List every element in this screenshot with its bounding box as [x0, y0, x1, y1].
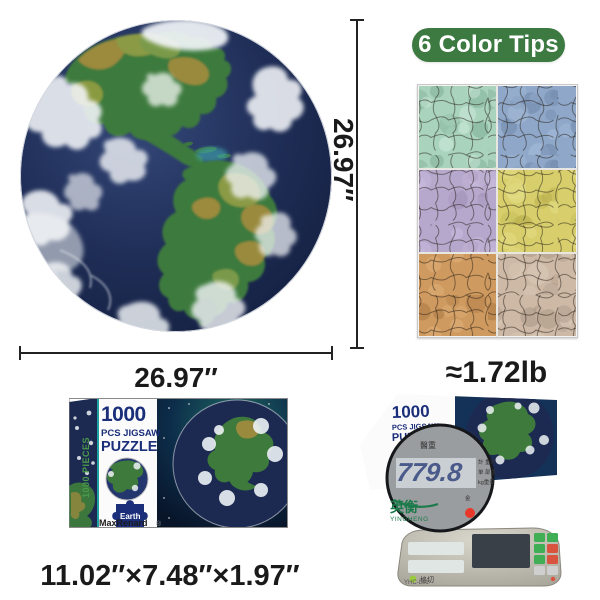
svg-text:YINGHENG: YINGHENG: [390, 516, 429, 523]
svg-text:醫重: 醫重: [420, 440, 436, 450]
svg-text:‏英衡: ‏英衡: [389, 499, 418, 515]
svg-text:PUZZLE: PUZZLE: [101, 439, 158, 455]
svg-text:779.8: 779.8: [395, 457, 464, 487]
svg-text:®: ®: [156, 520, 162, 528]
svg-text:kg重量: kg重量: [478, 478, 495, 486]
svg-text:金: 金: [465, 494, 471, 502]
svg-text:1000: 1000: [101, 403, 146, 426]
svg-text:1000: 1000: [391, 402, 429, 422]
svg-text:单 部重: 单 部重: [478, 468, 497, 476]
svg-text:1000 PIECES: 1000 PIECES: [81, 437, 91, 498]
svg-text:PCS JIGSAW: PCS JIGSAW: [101, 428, 160, 439]
svg-text:計 重計: 計 重計: [478, 458, 497, 466]
svg-text:YHC-L01: YHC-L01: [404, 580, 429, 586]
svg-text:MaxRenard: MaxRenard: [99, 518, 148, 528]
